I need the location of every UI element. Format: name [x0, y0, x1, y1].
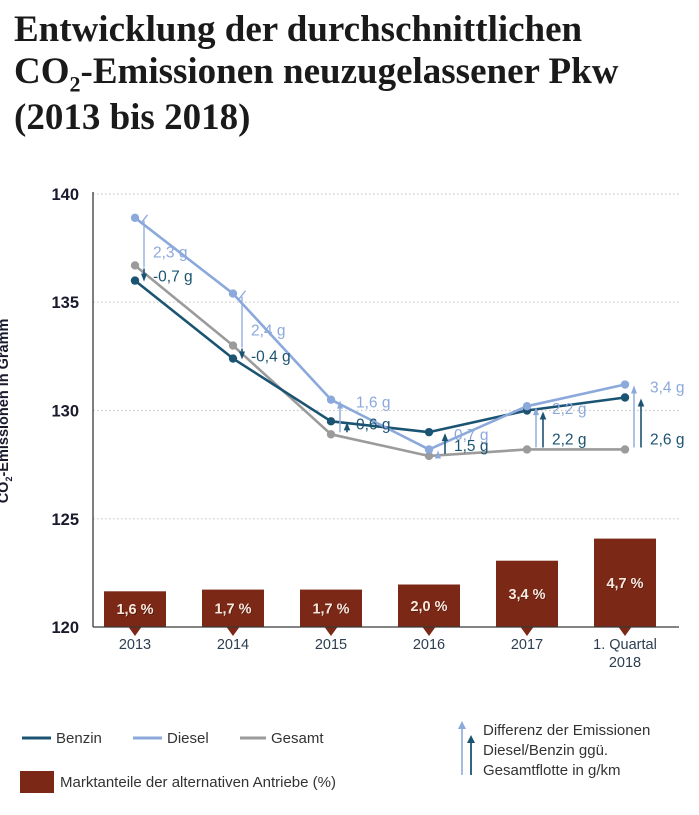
- svg-text:Diesel: Diesel: [167, 730, 209, 747]
- svg-text:4,7 %: 4,7 %: [606, 576, 643, 592]
- svg-text:1,6 g: 1,6 g: [356, 395, 390, 412]
- svg-text:1,6 %: 1,6 %: [116, 602, 153, 618]
- svg-text:0,6 g: 0,6 g: [356, 416, 390, 433]
- svg-text:2013: 2013: [119, 637, 151, 653]
- svg-text:135: 135: [51, 294, 79, 312]
- svg-text:2015: 2015: [315, 637, 347, 653]
- svg-text:2014: 2014: [217, 637, 249, 653]
- svg-text:Differenz der Emissionen: Differenz der Emissionen: [483, 722, 650, 739]
- svg-text:Marktanteile der alternativen: Marktanteile der alternativen Antriebe (…: [60, 774, 336, 791]
- svg-text:2,6 g: 2,6 g: [650, 431, 684, 448]
- svg-text:125: 125: [51, 511, 79, 529]
- svg-text:3,4 g: 3,4 g: [650, 380, 684, 397]
- svg-text:120: 120: [51, 619, 79, 637]
- svg-text:Gesamt: Gesamt: [271, 730, 324, 747]
- svg-text:2018: 2018: [609, 655, 641, 671]
- svg-text:3,4 %: 3,4 %: [508, 587, 545, 603]
- svg-text:2016: 2016: [413, 637, 445, 653]
- svg-text:2,3 g: 2,3 g: [153, 245, 187, 262]
- svg-text:-0,4 g: -0,4 g: [251, 349, 291, 366]
- svg-text:1,7 %: 1,7 %: [214, 601, 251, 617]
- svg-text:Benzin: Benzin: [56, 730, 102, 747]
- svg-text:Diesel/Benzin ggü.: Diesel/Benzin ggü.: [483, 742, 608, 759]
- svg-text:140: 140: [51, 186, 79, 204]
- svg-text:-0,7 g: -0,7 g: [153, 268, 193, 285]
- svg-text:2017: 2017: [511, 637, 543, 653]
- svg-text:2,2 g: 2,2 g: [552, 401, 586, 418]
- svg-text:1,5 g: 1,5 g: [454, 438, 488, 455]
- svg-text:Gesamtflotte in g/km: Gesamtflotte in g/km: [483, 762, 621, 779]
- svg-text:2,2 g: 2,2 g: [552, 431, 586, 448]
- svg-text:130: 130: [51, 403, 79, 421]
- svg-text:2,4 g: 2,4 g: [251, 323, 285, 340]
- svg-text:2,0 %: 2,0 %: [410, 599, 447, 615]
- svg-text:1. Quartal: 1. Quartal: [593, 637, 657, 653]
- svg-text:1,7 %: 1,7 %: [312, 601, 349, 617]
